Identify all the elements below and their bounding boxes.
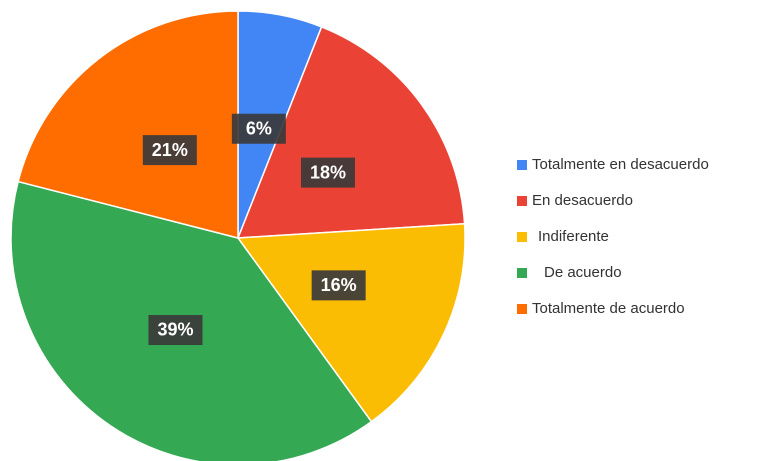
legend-swatch	[517, 232, 527, 242]
legend-swatch	[517, 196, 527, 206]
legend-label: De acuerdo	[544, 264, 622, 281]
legend-label: Totalmente de acuerdo	[532, 300, 685, 317]
data-label: 39%	[157, 320, 193, 340]
label-box	[300, 157, 355, 188]
pie-slice	[17, 10, 239, 239]
label-box	[142, 135, 197, 166]
legend-label: Indiferente	[538, 228, 609, 245]
pie-slice	[236, 222, 466, 423]
legend-swatch	[517, 160, 527, 170]
label-box	[148, 314, 203, 345]
label-box	[311, 270, 366, 301]
data-label: 16%	[321, 275, 357, 295]
label-box	[231, 113, 286, 144]
legend-label: Totalmente en desacuerdo	[532, 156, 709, 173]
pie-slice	[236, 25, 466, 239]
legend-label: En desacuerdo	[532, 192, 633, 209]
legend-swatch	[517, 304, 527, 314]
data-label: 18%	[310, 162, 346, 182]
data-label: 6%	[246, 118, 272, 138]
legend-swatch	[517, 268, 527, 278]
data-label: 21%	[152, 140, 188, 160]
